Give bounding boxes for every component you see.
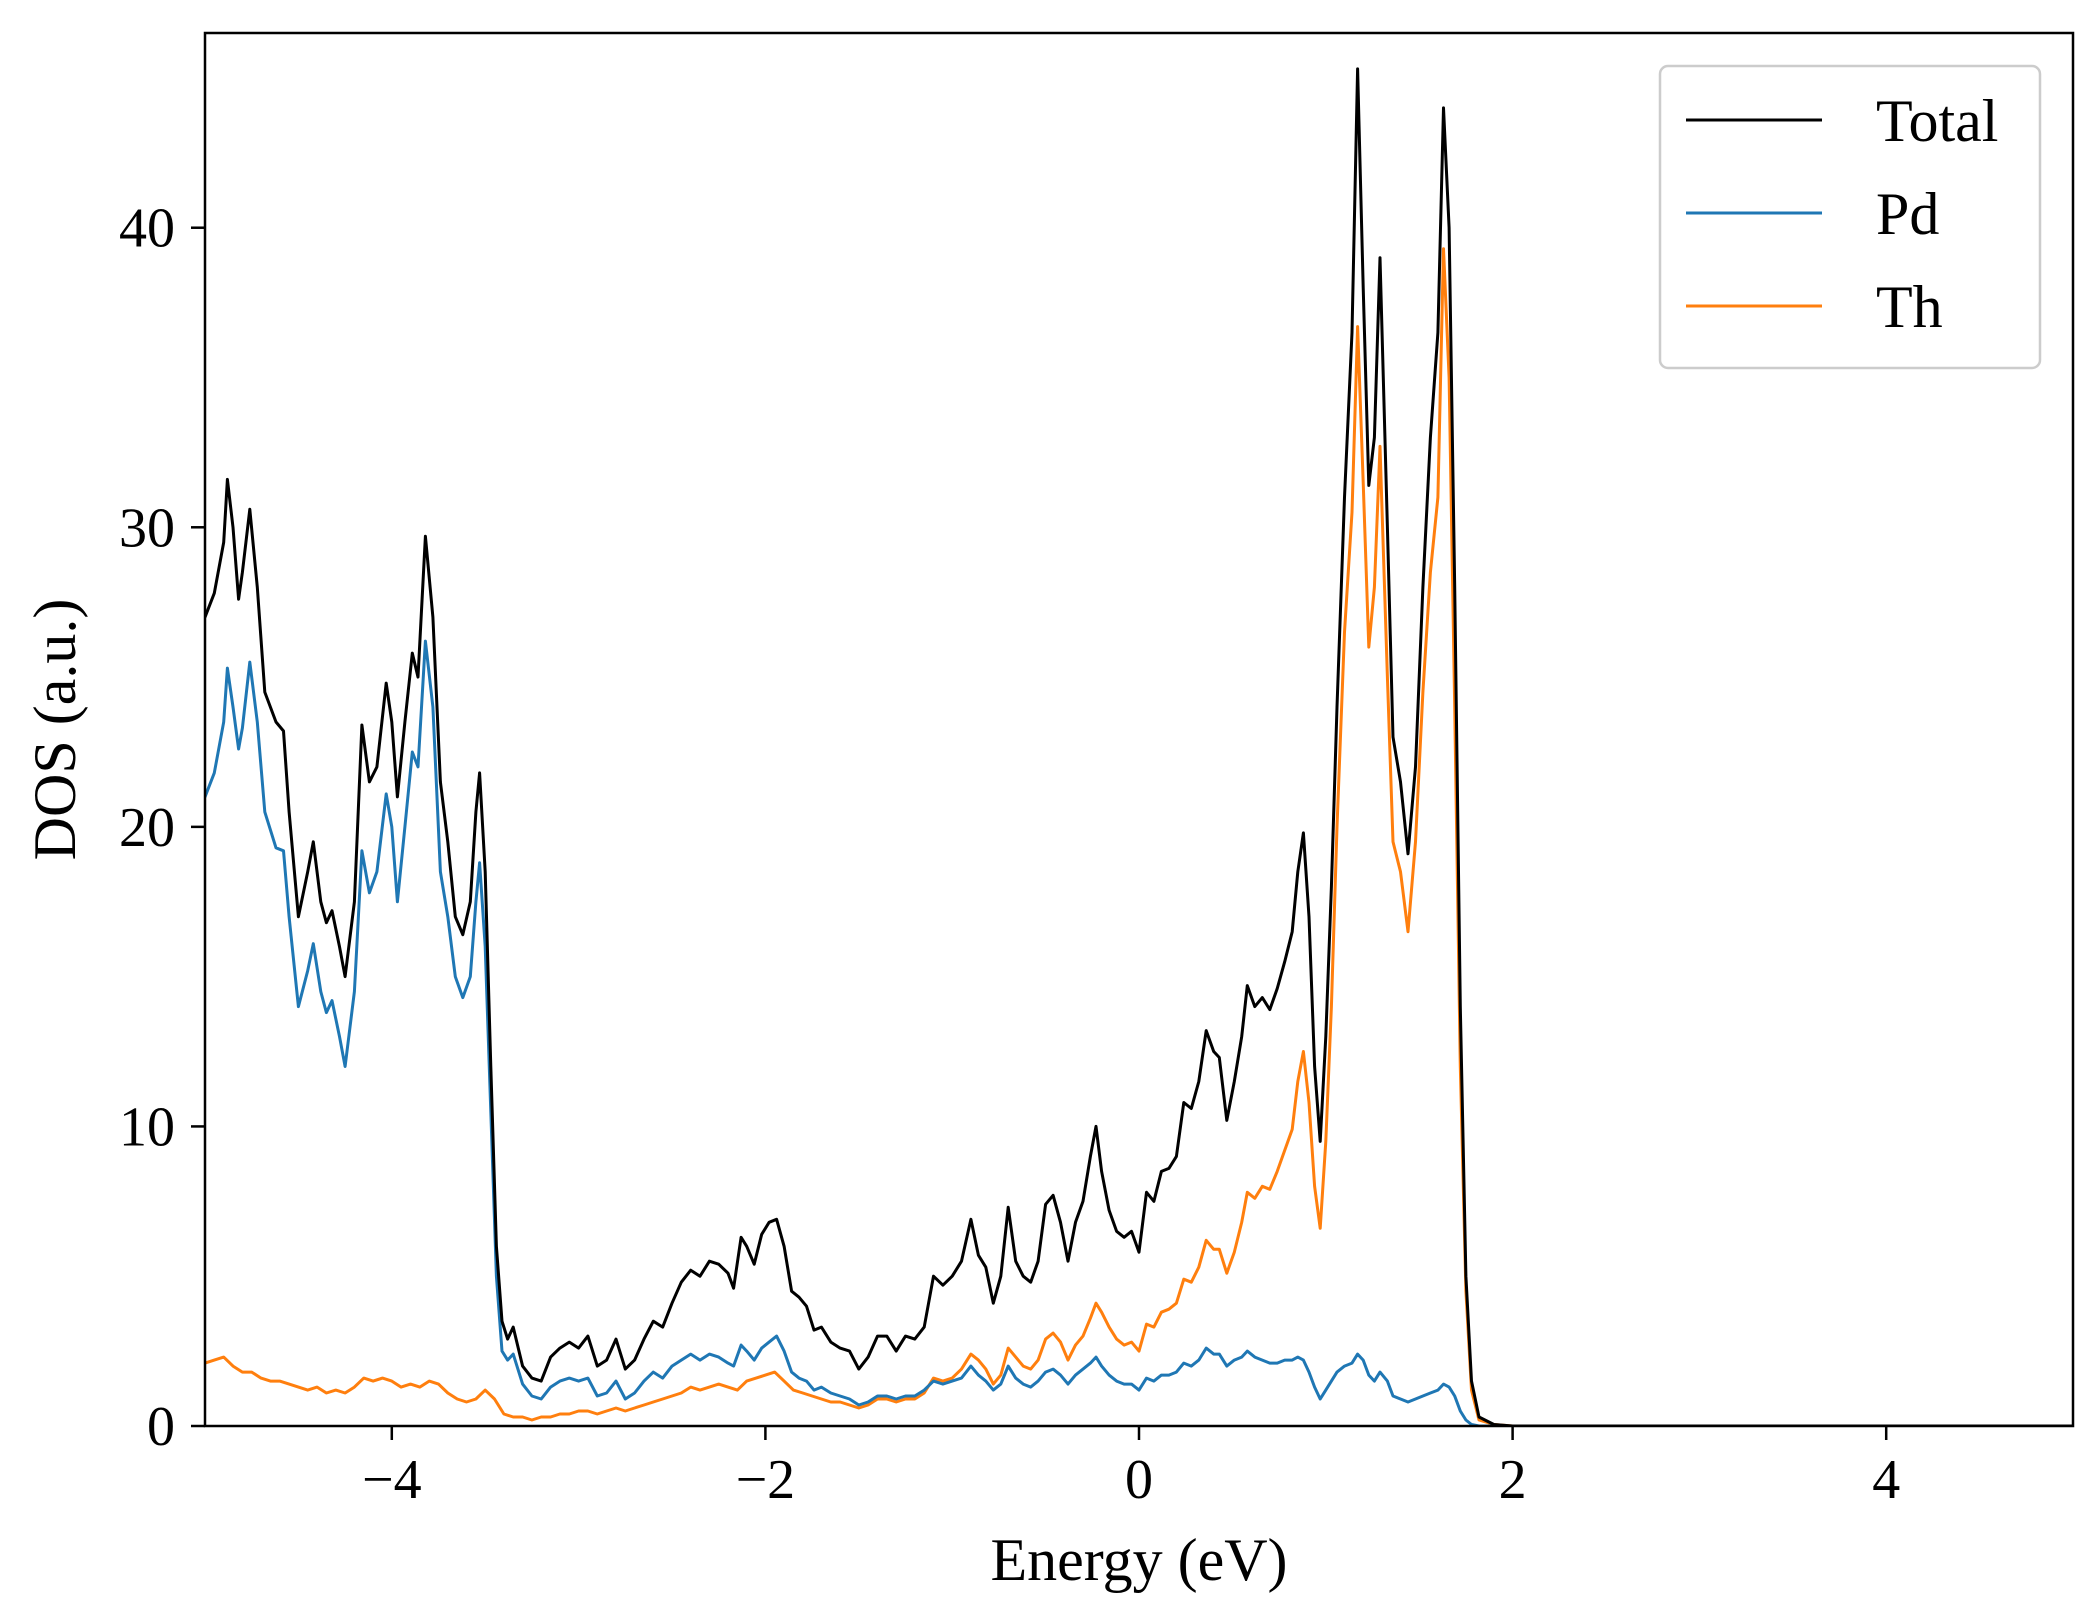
x-axis-ticks: −4 −2 0 2 4 [362, 1426, 1900, 1511]
x-tick-label: −4 [362, 1449, 422, 1511]
y-tick-label: 40 [119, 198, 175, 260]
legend-label-total: Total [1876, 88, 1998, 154]
y-tick-label: 20 [119, 797, 175, 859]
legend-label-th: Th [1876, 274, 1943, 340]
y-tick-label: 10 [119, 1096, 175, 1158]
legend-box [1658, 64, 2042, 370]
x-tick-label: −2 [736, 1449, 796, 1511]
x-axis-label: Energy (eV) [990, 1527, 1287, 1593]
y-axis-label: DOS (a.u.) [22, 599, 88, 861]
plot-frame [203, 31, 2075, 1428]
x-tick-label: 2 [1499, 1449, 1527, 1511]
legend-label-pd: Pd [1876, 181, 1939, 247]
y-axis-ticks: 0 10 20 30 40 [119, 198, 205, 1458]
series-line-pd [205, 639, 2073, 1426]
y-tick-label: 30 [119, 497, 175, 559]
legend: Total Pd Th [1658, 64, 2042, 370]
plot-lines [205, 67, 2073, 1426]
x-tick-label: 4 [1872, 1449, 1900, 1511]
y-tick-label: 0 [147, 1396, 175, 1458]
x-tick-label: 0 [1125, 1449, 1153, 1511]
series-line-total [205, 67, 2073, 1426]
series-line-th [205, 247, 2073, 1426]
